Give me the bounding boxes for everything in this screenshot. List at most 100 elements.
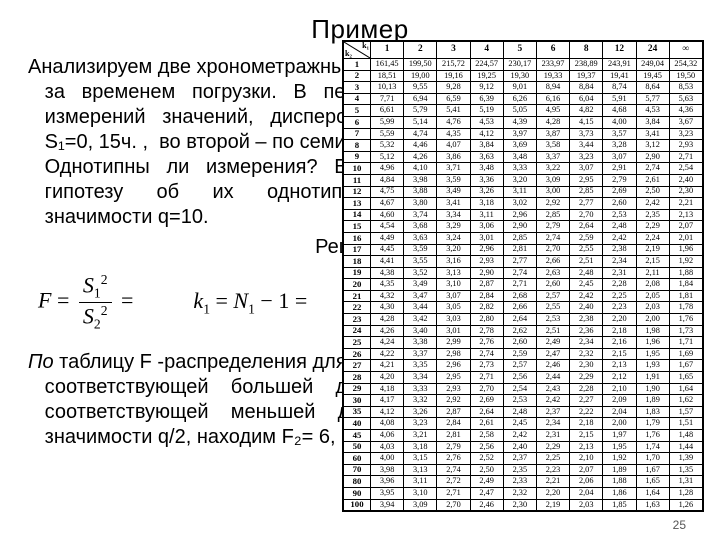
f-table-cell: 1,88	[669, 267, 702, 279]
f-table-row-header: 9	[344, 151, 371, 163]
f-table-col-header: 5	[503, 42, 536, 59]
f-table-cell: 3,69	[503, 140, 536, 152]
f-table-cell: 4,12	[470, 128, 503, 140]
f-table-cell: 2,64	[503, 314, 536, 326]
f-table-cell: 238,89	[570, 59, 603, 71]
f-table-row-header: 100	[344, 499, 371, 511]
f-table-cell: 2,77	[570, 198, 603, 210]
f-table-cell: 2,63	[536, 267, 569, 279]
f-table-cell: 3,37	[536, 151, 569, 163]
f-table-cell: 224,57	[470, 59, 503, 71]
f-table-cell: 19,37	[570, 70, 603, 82]
f-table-row-header: 23	[344, 314, 371, 326]
f-table-row-header: 16	[344, 232, 371, 244]
f-table-cell: 4,21	[371, 360, 404, 372]
f-table-cell: 1,65	[669, 372, 702, 384]
f-table-cell: 2,95	[437, 372, 470, 384]
f-table-cell: 2,62	[503, 325, 536, 337]
table-row: 214,323,473,072,842,682,572,422,252,051,…	[344, 290, 703, 302]
f-table-col-header: 3	[437, 42, 470, 59]
f-table-cell: 4,32	[371, 290, 404, 302]
f-table-cell: 1,96	[636, 337, 669, 349]
f-table-cell: 2,68	[503, 290, 536, 302]
f-table-cell: 3,28	[603, 140, 636, 152]
f-table-cell: 2,07	[669, 221, 702, 233]
f-table-cell: 2,55	[570, 244, 603, 256]
f-table-cell: 5,32	[371, 140, 404, 152]
f-table-cell: 2,70	[536, 244, 569, 256]
f-table-cell: 2,18	[570, 418, 603, 430]
f-table-cell: 4,00	[603, 116, 636, 128]
f-table-cell: 1,76	[636, 430, 669, 442]
f-table-cell: 1,28	[669, 487, 702, 499]
table-row: 75,594,744,354,123,973,873,733,573,413,2…	[344, 128, 703, 140]
f-table-cell: 2,27	[503, 511, 536, 512]
f-table-cell: 9,55	[404, 82, 437, 94]
f-table-cell: 3,38	[404, 337, 437, 349]
f-table-cell: 3,11	[503, 186, 536, 198]
f-table-cell: 3,34	[437, 209, 470, 221]
f-table-cell: 254,32	[669, 59, 702, 71]
f-table-cell: 2,30	[669, 186, 702, 198]
f-table-cell: 3,20	[437, 244, 470, 256]
f-table-cell: 3,94	[371, 499, 404, 511]
table-row: 134,673,803,413,183,022,922,772,602,422,…	[344, 198, 703, 210]
f-table-cell: 2,16	[603, 337, 636, 349]
f-table-cell: 2,43	[470, 511, 503, 512]
table-row: 65,995,144,764,534,394,284,154,003,843,6…	[344, 116, 703, 128]
f-table-cell: 2,21	[536, 476, 569, 488]
f-table-cell: 2,47	[470, 487, 503, 499]
f-table-cell: 2,79	[603, 174, 636, 186]
f-table-cell: 8,53	[669, 82, 702, 94]
f-table-cell: 6,26	[503, 93, 536, 105]
table-row: 234,283,423,032,802,642,532,382,202,001,…	[344, 314, 703, 326]
f-table-cell: 1,65	[636, 476, 669, 488]
f-table-cell: 2,78	[470, 325, 503, 337]
f-table-cell: 5,14	[404, 116, 437, 128]
f-table-cell: 4,45	[371, 244, 404, 256]
f-table-cell: 2,61	[636, 174, 669, 186]
f-table-cell: 2,42	[636, 198, 669, 210]
f-table-cell: 3,03	[437, 314, 470, 326]
f-table-cell: 3,10	[404, 487, 437, 499]
f-table-cell: 2,36	[570, 325, 603, 337]
f-table-cell: 3,90	[371, 511, 404, 512]
f-table-cell: 2,85	[570, 186, 603, 198]
f-table-cell: 9,28	[437, 82, 470, 94]
f-table-cell: 3,01	[437, 325, 470, 337]
f-table-cell: 4,68	[603, 105, 636, 117]
f-table-cell: 4,36	[669, 105, 702, 117]
f-table-row-header: 2	[344, 70, 371, 82]
f-table-cell: 2,56	[470, 441, 503, 453]
f-table-cell: 3,21	[404, 430, 437, 442]
f-table-row-header: 27	[344, 360, 371, 372]
f-table-cell: 2,15	[636, 256, 669, 268]
f-table-cell: 2,90	[636, 151, 669, 163]
f-table-col-header: ∞	[669, 42, 702, 59]
f-table-cell: 2,31	[536, 430, 569, 442]
f-table-cell: 2,69	[470, 395, 503, 407]
f-table-cell: 8,64	[636, 82, 669, 94]
f-table-cell: 233,97	[536, 59, 569, 71]
f-table-cell: 18,51	[371, 70, 404, 82]
f-table-cell: 5,41	[437, 105, 470, 117]
f-table-cell: 3,95	[371, 487, 404, 499]
f-table-cell: 4,08	[371, 418, 404, 430]
f-table-cell: 9,01	[503, 82, 536, 94]
f-table-cell: 3,55	[404, 256, 437, 268]
table-row: 310,139,559,289,129,018,948,848,748,648,…	[344, 82, 703, 94]
f-table-cell: 3,05	[437, 302, 470, 314]
f-table-cell: 2,81	[437, 430, 470, 442]
f-table-cell: 2,45	[570, 279, 603, 291]
f-table-cell: 2,12	[603, 372, 636, 384]
f-table-cell: 3,35	[404, 360, 437, 372]
f-table-cell: 4,20	[371, 372, 404, 384]
f-table-cell: 2,30	[570, 360, 603, 372]
f-table-cell: 1,81	[669, 290, 702, 302]
f-table-cell: 2,91	[603, 163, 636, 175]
f-table-cell: 1,67	[669, 360, 702, 372]
f-table-cell: 3,29	[437, 221, 470, 233]
f-table-cell: 2,54	[669, 163, 702, 175]
table-row: 218,5119,0019,1619,2519,3019,3319,3719,4…	[344, 70, 703, 82]
f-table-cell: 2,69	[603, 186, 636, 198]
